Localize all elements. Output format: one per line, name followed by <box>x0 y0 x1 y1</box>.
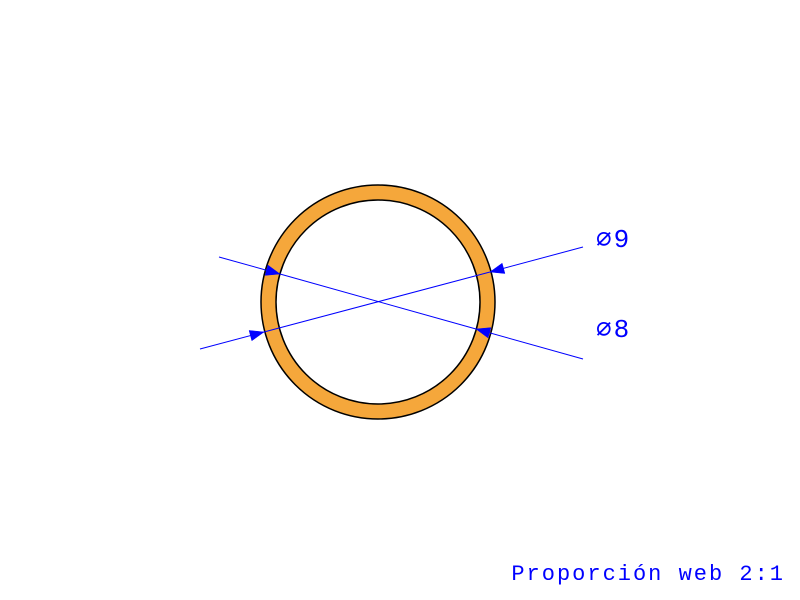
footer-scale-text: Proporción web 2:1 <box>511 562 785 587</box>
canvas-background <box>0 0 800 600</box>
dim-inner-label: ⌀8 <box>596 315 631 345</box>
dim-outer-label: ⌀9 <box>596 225 631 255</box>
